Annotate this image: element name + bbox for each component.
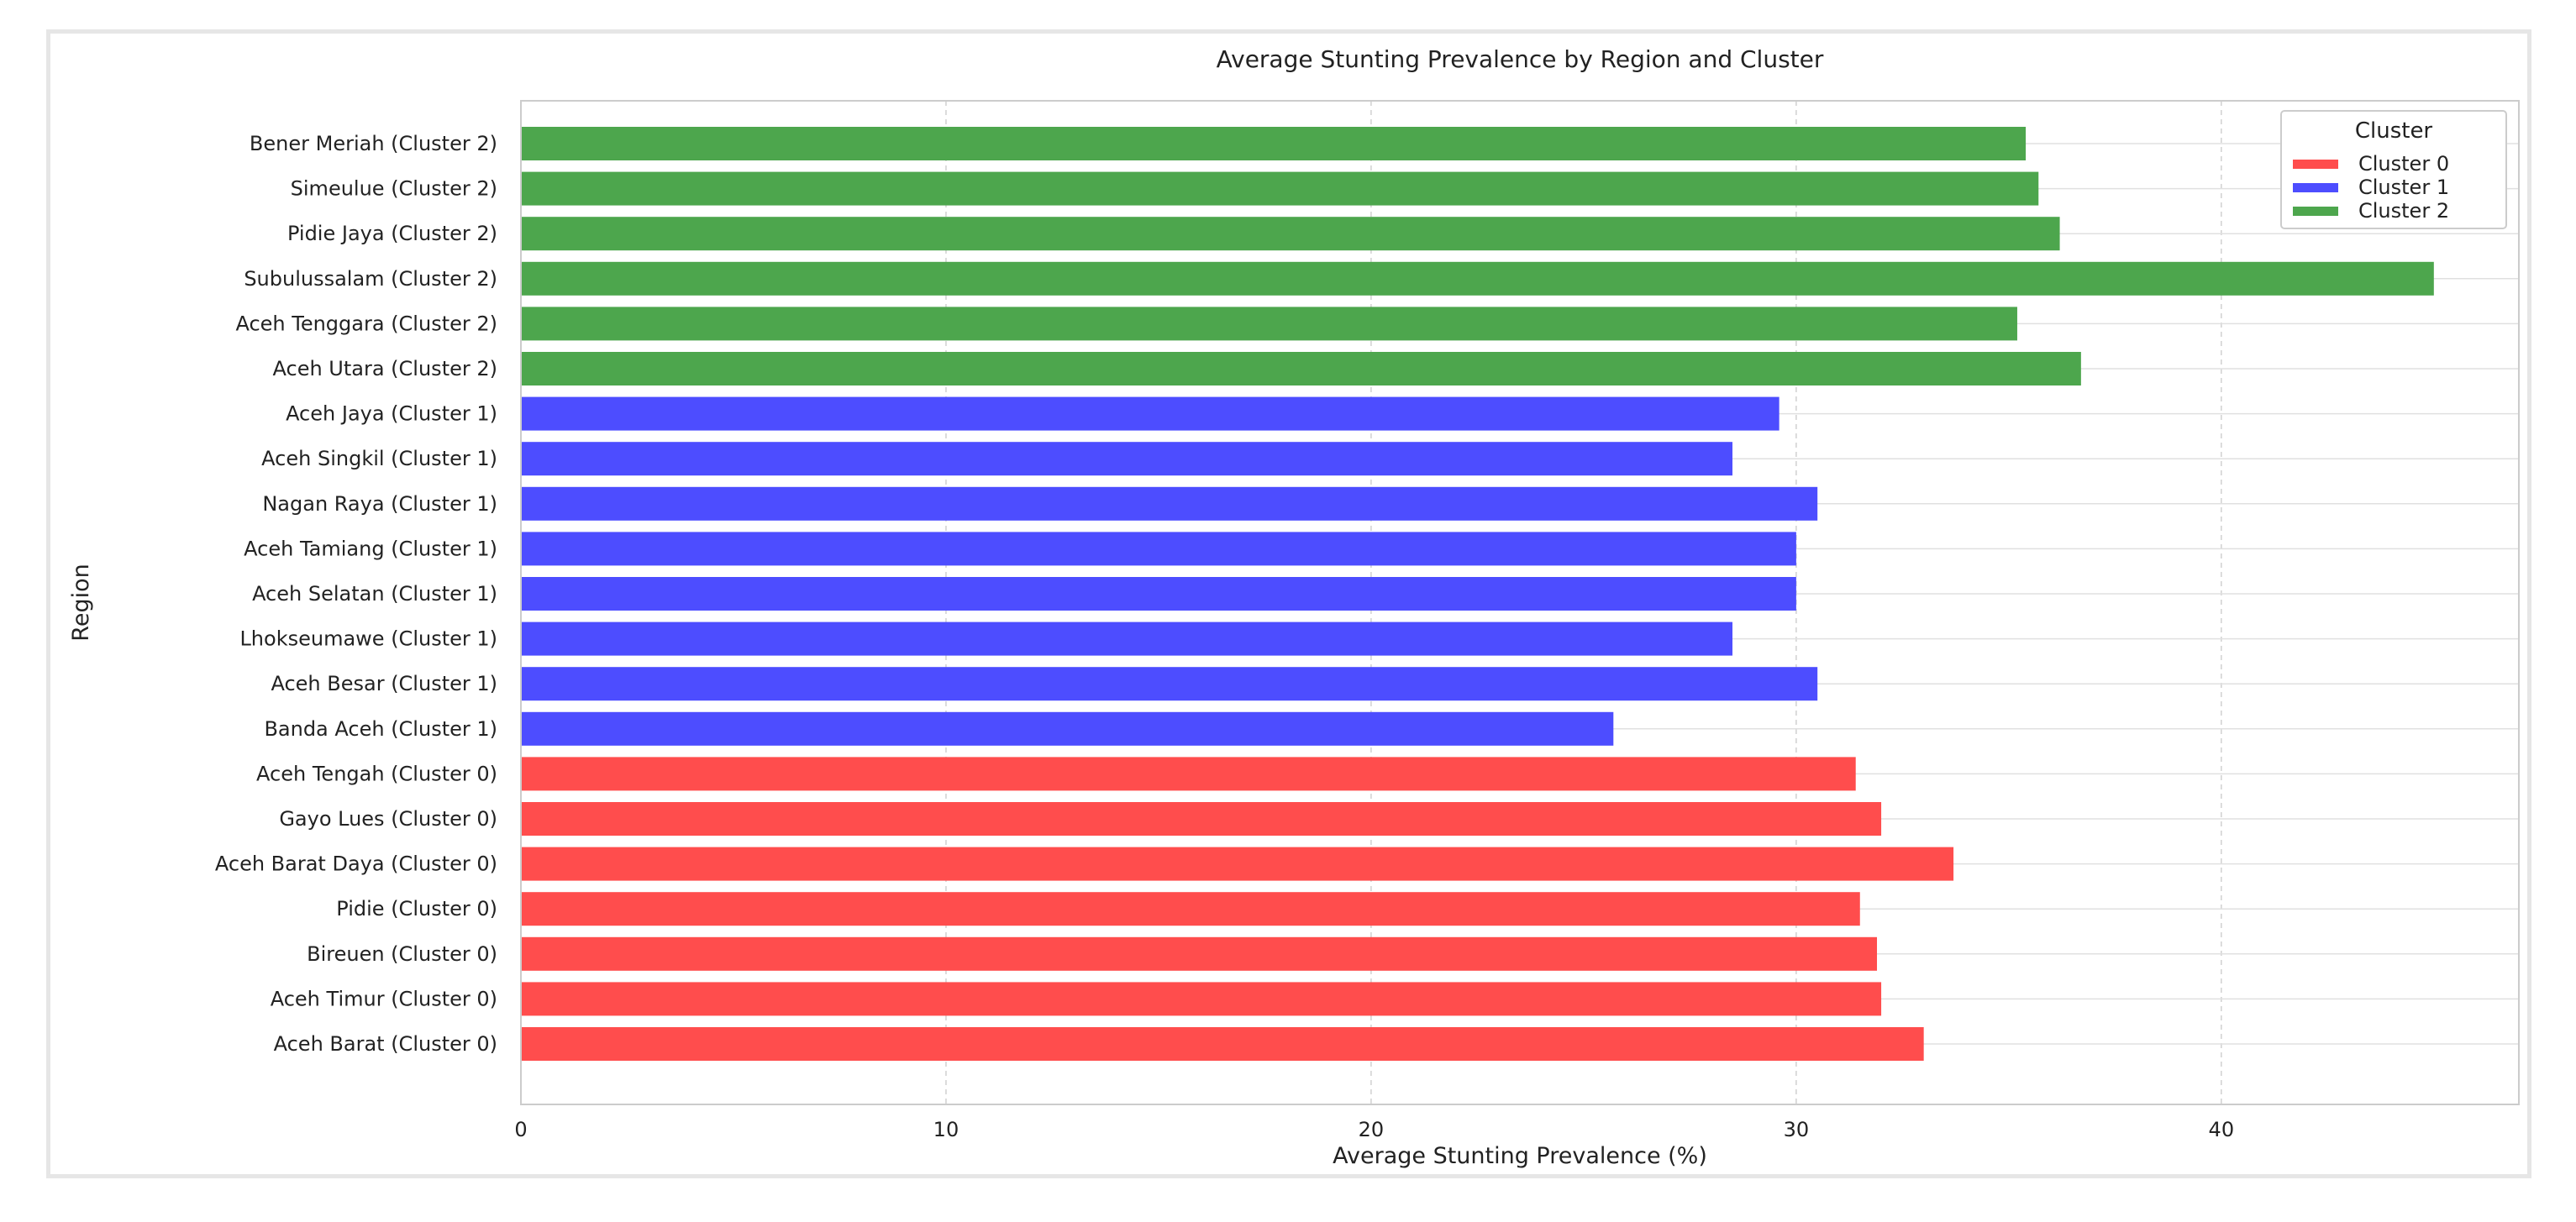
y-tick-label: Bireuen (Cluster 0) — [307, 942, 497, 966]
legend-swatch — [2293, 183, 2338, 192]
legend-swatch — [2293, 207, 2338, 216]
x-tick-label: 20 — [1359, 1118, 1385, 1141]
bar-chart: Average Stunting Prevalence by Region an… — [68, 45, 2520, 1169]
bar — [521, 936, 1878, 971]
bar — [521, 532, 1796, 566]
y-tick-label: Aceh Tamiang (Cluster 1) — [244, 537, 497, 560]
bar — [521, 621, 1732, 656]
bar — [521, 802, 1882, 836]
y-tick-label: Aceh Tengah (Cluster 0) — [256, 762, 497, 785]
y-tick-label: Aceh Selatan (Cluster 1) — [252, 582, 497, 606]
bar — [521, 757, 1856, 791]
x-tick-labels: 0 10 20 30 40 — [514, 1118, 2234, 1141]
bar — [521, 352, 2081, 385]
y-tick-label: Pidie (Cluster 0) — [336, 897, 497, 920]
bar — [521, 486, 1818, 521]
y-tick-label: Aceh Barat (Cluster 0) — [274, 1032, 497, 1056]
bar — [521, 577, 1796, 611]
y-tick-label: Aceh Singkil (Cluster 1) — [261, 447, 497, 470]
y-tick-label: Lhokseumawe (Cluster 1) — [239, 627, 497, 651]
y-tick-label: Aceh Utara (Cluster 2) — [273, 357, 498, 380]
y-tick-label: Simeulue (Cluster 2) — [291, 177, 497, 201]
legend-entry-label: Cluster 2 — [2358, 199, 2449, 223]
bar — [521, 307, 2017, 341]
bar — [521, 1027, 1924, 1061]
bar — [521, 847, 1954, 881]
x-tick-label: 30 — [1784, 1118, 1810, 1141]
y-tick-label: Aceh Tenggara (Cluster 2) — [235, 312, 497, 335]
y-tick-label: Subulussalam (Cluster 2) — [244, 267, 497, 291]
chart-title: Average Stunting Prevalence by Region an… — [1217, 45, 1824, 73]
y-tick-label: Aceh Besar (Cluster 1) — [271, 672, 497, 695]
bar — [521, 711, 1614, 746]
y-tick-label: Gayo Lues (Cluster 0) — [279, 807, 497, 831]
legend-entry-label: Cluster 1 — [2358, 176, 2449, 199]
legend-box — [2280, 110, 2507, 229]
x-axis-label: Average Stunting Prevalence (%) — [1333, 1143, 1707, 1169]
figure-frame: Average Stunting Prevalence by Region an… — [46, 29, 2531, 1178]
legend-title: Cluster — [2355, 118, 2433, 144]
bar — [521, 217, 2060, 251]
bar — [521, 442, 1732, 476]
y-axis-label: Region — [68, 564, 94, 641]
legend-entry-label: Cluster 0 — [2358, 152, 2449, 176]
y-tick-label: Aceh Barat Daya (Cluster 0) — [215, 852, 497, 876]
bar — [521, 982, 1882, 1016]
y-tick-labels: Bener Meriah (Cluster 2) Simeulue (Cluste… — [215, 132, 497, 1056]
x-tick-label: 40 — [2209, 1118, 2235, 1141]
bar — [521, 892, 1860, 926]
bars — [521, 127, 2434, 1061]
bar — [521, 261, 2434, 296]
y-tick-label: Bener Meriah (Cluster 2) — [250, 132, 497, 155]
y-tick-label: Pidie Jaya (Cluster 2) — [287, 222, 497, 245]
bar — [521, 127, 2027, 160]
bar — [521, 396, 1780, 431]
y-tick-label: Aceh Timur (Cluster 0) — [271, 987, 497, 1010]
bar — [521, 667, 1818, 701]
y-tick-label: Aceh Jaya (Cluster 1) — [286, 402, 497, 426]
plot-border — [520, 100, 2520, 1105]
bar — [521, 171, 2039, 206]
y-tick-label: Nagan Raya (Cluster 1) — [262, 492, 497, 516]
x-tick-label: 10 — [933, 1118, 959, 1141]
x-tick-label: 0 — [514, 1118, 527, 1141]
legend-swatch — [2293, 160, 2338, 169]
y-tick-label: Banda Aceh (Cluster 1) — [264, 717, 497, 741]
